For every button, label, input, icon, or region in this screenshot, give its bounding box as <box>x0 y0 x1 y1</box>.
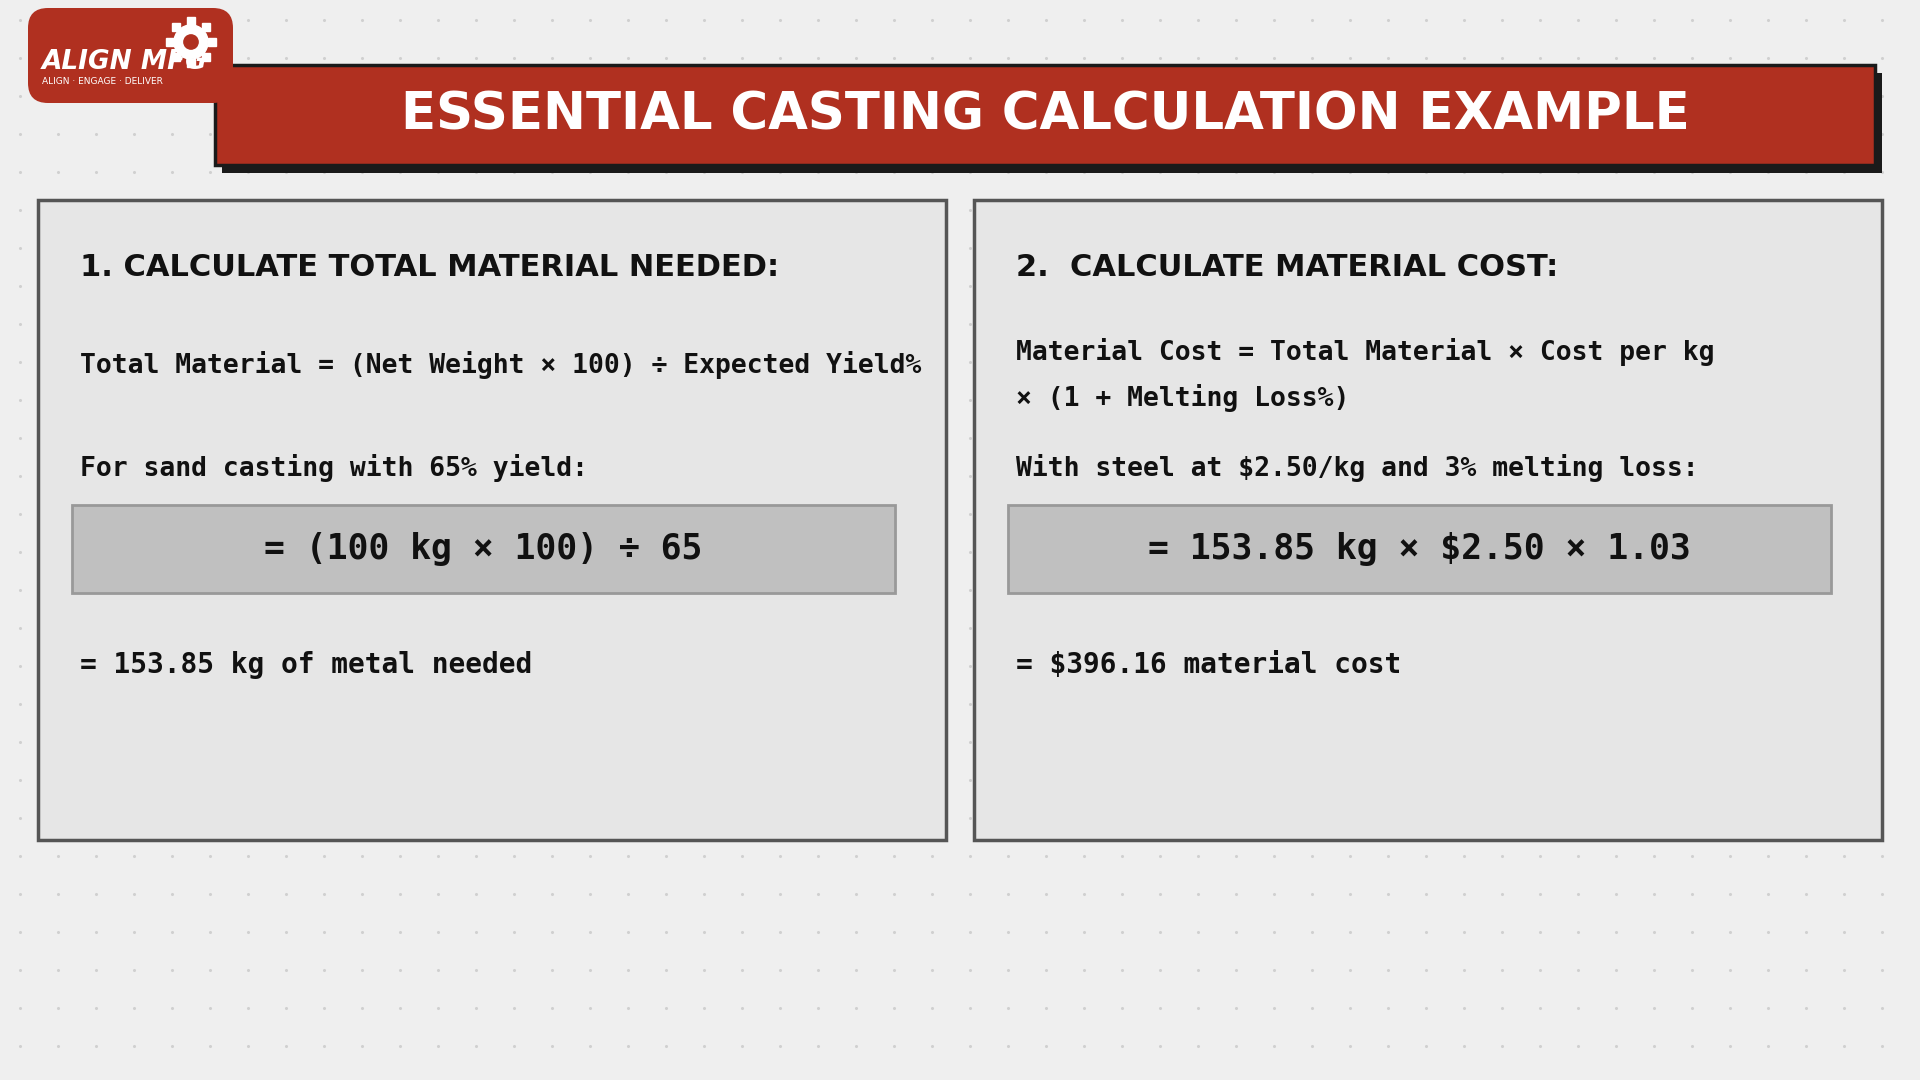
Bar <box>202 53 209 60</box>
Bar <box>173 53 180 60</box>
Text: = 153.85 kg × $2.50 × 1.03: = 153.85 kg × $2.50 × 1.03 <box>1148 532 1692 566</box>
Text: ALIGN · ENGAGE · DELIVER: ALIGN · ENGAGE · DELIVER <box>42 78 163 86</box>
Bar <box>202 23 209 31</box>
Text: 2.  CALCULATE MATERIAL COST:: 2. CALCULATE MATERIAL COST: <box>1016 254 1559 283</box>
Text: × (1 + Melting Loss%): × (1 + Melting Loss%) <box>1016 384 1350 411</box>
Bar <box>186 59 196 67</box>
Text: With steel at $2.50/kg and 3% melting loss:: With steel at $2.50/kg and 3% melting lo… <box>1016 454 1699 482</box>
FancyBboxPatch shape <box>29 8 232 103</box>
FancyBboxPatch shape <box>38 200 947 840</box>
FancyBboxPatch shape <box>215 65 1876 165</box>
Text: For sand casting with 65% yield:: For sand casting with 65% yield: <box>81 454 588 482</box>
Bar <box>165 38 175 46</box>
Text: = (100 kg × 100) ÷ 65: = (100 kg × 100) ÷ 65 <box>265 532 703 566</box>
Text: = $396.16 material cost: = $396.16 material cost <box>1016 651 1402 679</box>
Text: Material Cost = Total Material × Cost per kg: Material Cost = Total Material × Cost pe… <box>1016 338 1715 366</box>
FancyBboxPatch shape <box>223 73 1882 173</box>
Text: ALIGN MFG: ALIGN MFG <box>42 49 207 75</box>
Text: ESSENTIAL CASTING CALCULATION EXAMPLE: ESSENTIAL CASTING CALCULATION EXAMPLE <box>401 90 1690 140</box>
Circle shape <box>175 25 207 59</box>
FancyBboxPatch shape <box>1008 505 1832 593</box>
Circle shape <box>184 35 198 50</box>
FancyBboxPatch shape <box>73 505 895 593</box>
Text: Total Material = (Net Weight × 100) ÷ Expected Yield%: Total Material = (Net Weight × 100) ÷ Ex… <box>81 351 922 379</box>
Bar <box>186 17 196 25</box>
FancyBboxPatch shape <box>973 200 1882 840</box>
Bar <box>207 38 215 46</box>
Bar <box>173 23 180 31</box>
Text: = 153.85 kg of metal needed: = 153.85 kg of metal needed <box>81 651 532 679</box>
Text: 1. CALCULATE TOTAL MATERIAL NEEDED:: 1. CALCULATE TOTAL MATERIAL NEEDED: <box>81 254 780 283</box>
